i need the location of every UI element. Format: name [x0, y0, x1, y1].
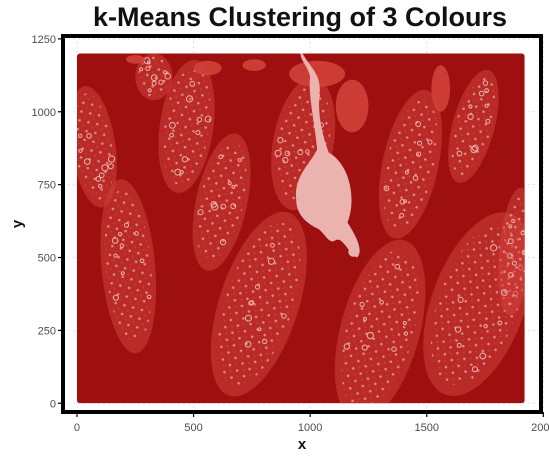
y-tick-label: 250 [38, 325, 56, 337]
cluster-medium-red [125, 54, 145, 64]
strawberry-shape [210, 211, 307, 397]
cluster-medium-red [289, 60, 346, 88]
strawberry-shape [378, 89, 443, 239]
y-tick-label: 1250 [32, 34, 56, 46]
y-axis: 0 250 500 750 1000 1250 [32, 34, 63, 410]
x-tick-label: 0 [74, 422, 80, 434]
strawberry-shape [448, 69, 499, 183]
strawberry-shape [135, 53, 173, 101]
cluster-medium-red [335, 79, 369, 133]
strawberry-shape [158, 59, 215, 193]
plot-frame [61, 34, 543, 414]
strawberry-shape [334, 239, 426, 404]
strawberry-shape [498, 187, 525, 316]
x-tick-label: 1500 [415, 422, 439, 434]
x-axis-title: x [298, 436, 307, 453]
y-axis-title: y [9, 219, 26, 228]
cluster-image [76, 53, 525, 404]
cluster-medium-red [431, 65, 451, 112]
cluster-light-pink [296, 53, 360, 258]
strawberry-shape [192, 133, 251, 271]
strawberry-shape [76, 86, 117, 208]
strawberry-shape [100, 179, 157, 354]
chart-title: k-Means Clustering of 3 Colours [92, 2, 508, 32]
y-tick-label: 0 [50, 398, 56, 410]
x-tick-label: 500 [184, 422, 202, 434]
x-tick-label: 1000 [298, 422, 322, 434]
y-tick-label: 750 [38, 180, 56, 192]
cluster-medium-red [193, 60, 222, 76]
y-tick-label: 500 [38, 253, 56, 265]
y-tick-label: 1000 [32, 107, 56, 119]
drip-drop [348, 246, 359, 257]
cluster-medium-red [242, 59, 266, 71]
